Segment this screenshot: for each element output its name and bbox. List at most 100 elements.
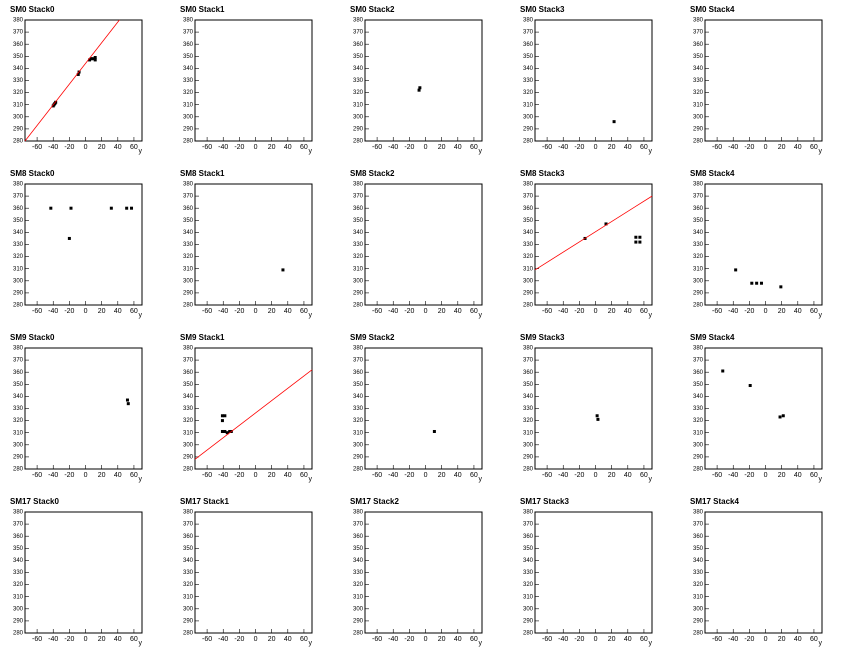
y-tick-label: 280 [523, 303, 534, 309]
y-tick-label: 350 [523, 54, 534, 60]
x-tick-label: -60 [372, 636, 382, 643]
y-tick-label: 350 [523, 546, 534, 552]
y-tick-label: 350 [183, 54, 194, 60]
y-tick-label: 320 [693, 418, 704, 424]
y-tick-label: 290 [353, 290, 364, 296]
hit-point [126, 402, 130, 406]
y-tick-label: 290 [523, 454, 534, 460]
hit-point [93, 56, 97, 60]
y-tick-label: 360 [13, 42, 24, 48]
plot-frame [364, 347, 483, 470]
hit-point [721, 369, 725, 373]
x-tick-label: 20 [438, 308, 446, 315]
y-tick-label: 370 [353, 522, 364, 528]
x-tick-label: -20 [234, 308, 244, 315]
x-tick-label: -20 [64, 144, 74, 151]
x-tick-label: -40 [558, 144, 568, 151]
hit-point [779, 285, 783, 289]
x-tick-label: 60 [810, 144, 818, 151]
x-tick-label: 20 [778, 144, 786, 151]
x-tick-label: 20 [98, 636, 106, 643]
y-tick-label: 330 [523, 242, 534, 248]
x-tick-label: -20 [64, 472, 74, 479]
x-tick-label: 0 [424, 472, 428, 479]
x-axis-label: y [479, 476, 483, 483]
x-tick-label: 40 [114, 636, 122, 643]
y-tick-label: 290 [183, 454, 194, 460]
plot-frame [534, 19, 653, 142]
y-tick-label: 300 [523, 278, 534, 284]
panel-title: SM17 Stack1 [180, 497, 229, 506]
x-tick-label: 0 [594, 144, 598, 151]
hit-point [432, 429, 436, 433]
x-tick-label: 40 [454, 636, 462, 643]
y-tick-label: 360 [693, 42, 704, 48]
x-tick-label: 0 [254, 636, 258, 643]
x-tick-label: -40 [48, 308, 58, 315]
hit-point [418, 86, 422, 90]
y-tick-label: 300 [353, 606, 364, 612]
y-tick-label: 350 [13, 382, 24, 388]
y-tick-label: 330 [13, 570, 24, 576]
y-tick-label: 340 [13, 230, 24, 236]
x-tick-label: -60 [202, 144, 212, 151]
y-tick-label: 340 [523, 394, 534, 400]
hit-point [220, 429, 224, 433]
y-tick-label: 310 [13, 594, 24, 600]
panel-title: SM17 Stack2 [350, 497, 399, 506]
panel-title: SM17 Stack3 [520, 497, 569, 506]
x-tick-label: -20 [404, 308, 414, 315]
x-tick-label: 40 [624, 472, 632, 479]
y-tick-label: 280 [183, 303, 194, 309]
x-tick-label: -60 [202, 636, 212, 643]
x-tick-label: 60 [640, 144, 648, 151]
y-tick-label: 340 [523, 66, 534, 72]
x-tick-label: 60 [470, 472, 478, 479]
x-tick-label: 0 [84, 144, 88, 151]
y-tick-label: 330 [693, 78, 704, 84]
y-tick-label: 380 [693, 182, 704, 188]
x-tick-label: -20 [404, 472, 414, 479]
x-tick-label: 20 [438, 144, 446, 151]
x-tick-label: 60 [130, 144, 138, 151]
y-tick-label: 330 [523, 406, 534, 412]
y-tick-label: 300 [183, 606, 194, 612]
hit-point [734, 268, 738, 272]
y-tick-label: 320 [523, 90, 534, 96]
y-tick-label: 360 [13, 534, 24, 540]
y-tick-label: 310 [13, 266, 24, 272]
x-tick-label: 20 [778, 472, 786, 479]
y-tick-label: 300 [353, 278, 364, 284]
y-tick-label: 280 [693, 139, 704, 145]
x-axis-label: y [479, 148, 483, 155]
y-tick-label: 380 [523, 510, 534, 516]
y-tick-label: 310 [523, 102, 534, 108]
x-tick-label: 40 [114, 308, 122, 315]
x-tick-label: 60 [640, 308, 648, 315]
plot-frame [704, 347, 823, 470]
hit-point [67, 236, 71, 240]
x-axis-label: y [819, 312, 823, 319]
plot-frame [194, 347, 313, 470]
y-tick-label: 370 [693, 194, 704, 200]
hit-point [604, 222, 608, 226]
y-tick-label: 380 [523, 346, 534, 352]
y-tick-label: 380 [13, 18, 24, 24]
x-tick-label: 20 [98, 144, 106, 151]
x-tick-label: -40 [388, 144, 398, 151]
x-axis-label: y [649, 312, 653, 319]
plot-frame [704, 19, 823, 142]
y-tick-label: 340 [353, 558, 364, 564]
y-tick-label: 330 [353, 242, 364, 248]
hit-point [91, 57, 95, 61]
hit-point [225, 431, 229, 435]
y-tick-label: 320 [353, 582, 364, 588]
x-tick-label: 0 [424, 144, 428, 151]
hit-point [223, 414, 227, 418]
hit-point [220, 419, 224, 423]
x-tick-label: -40 [388, 308, 398, 315]
hit-point [223, 429, 227, 433]
y-tick-label: 290 [353, 454, 364, 460]
x-axis-label: y [819, 148, 823, 155]
